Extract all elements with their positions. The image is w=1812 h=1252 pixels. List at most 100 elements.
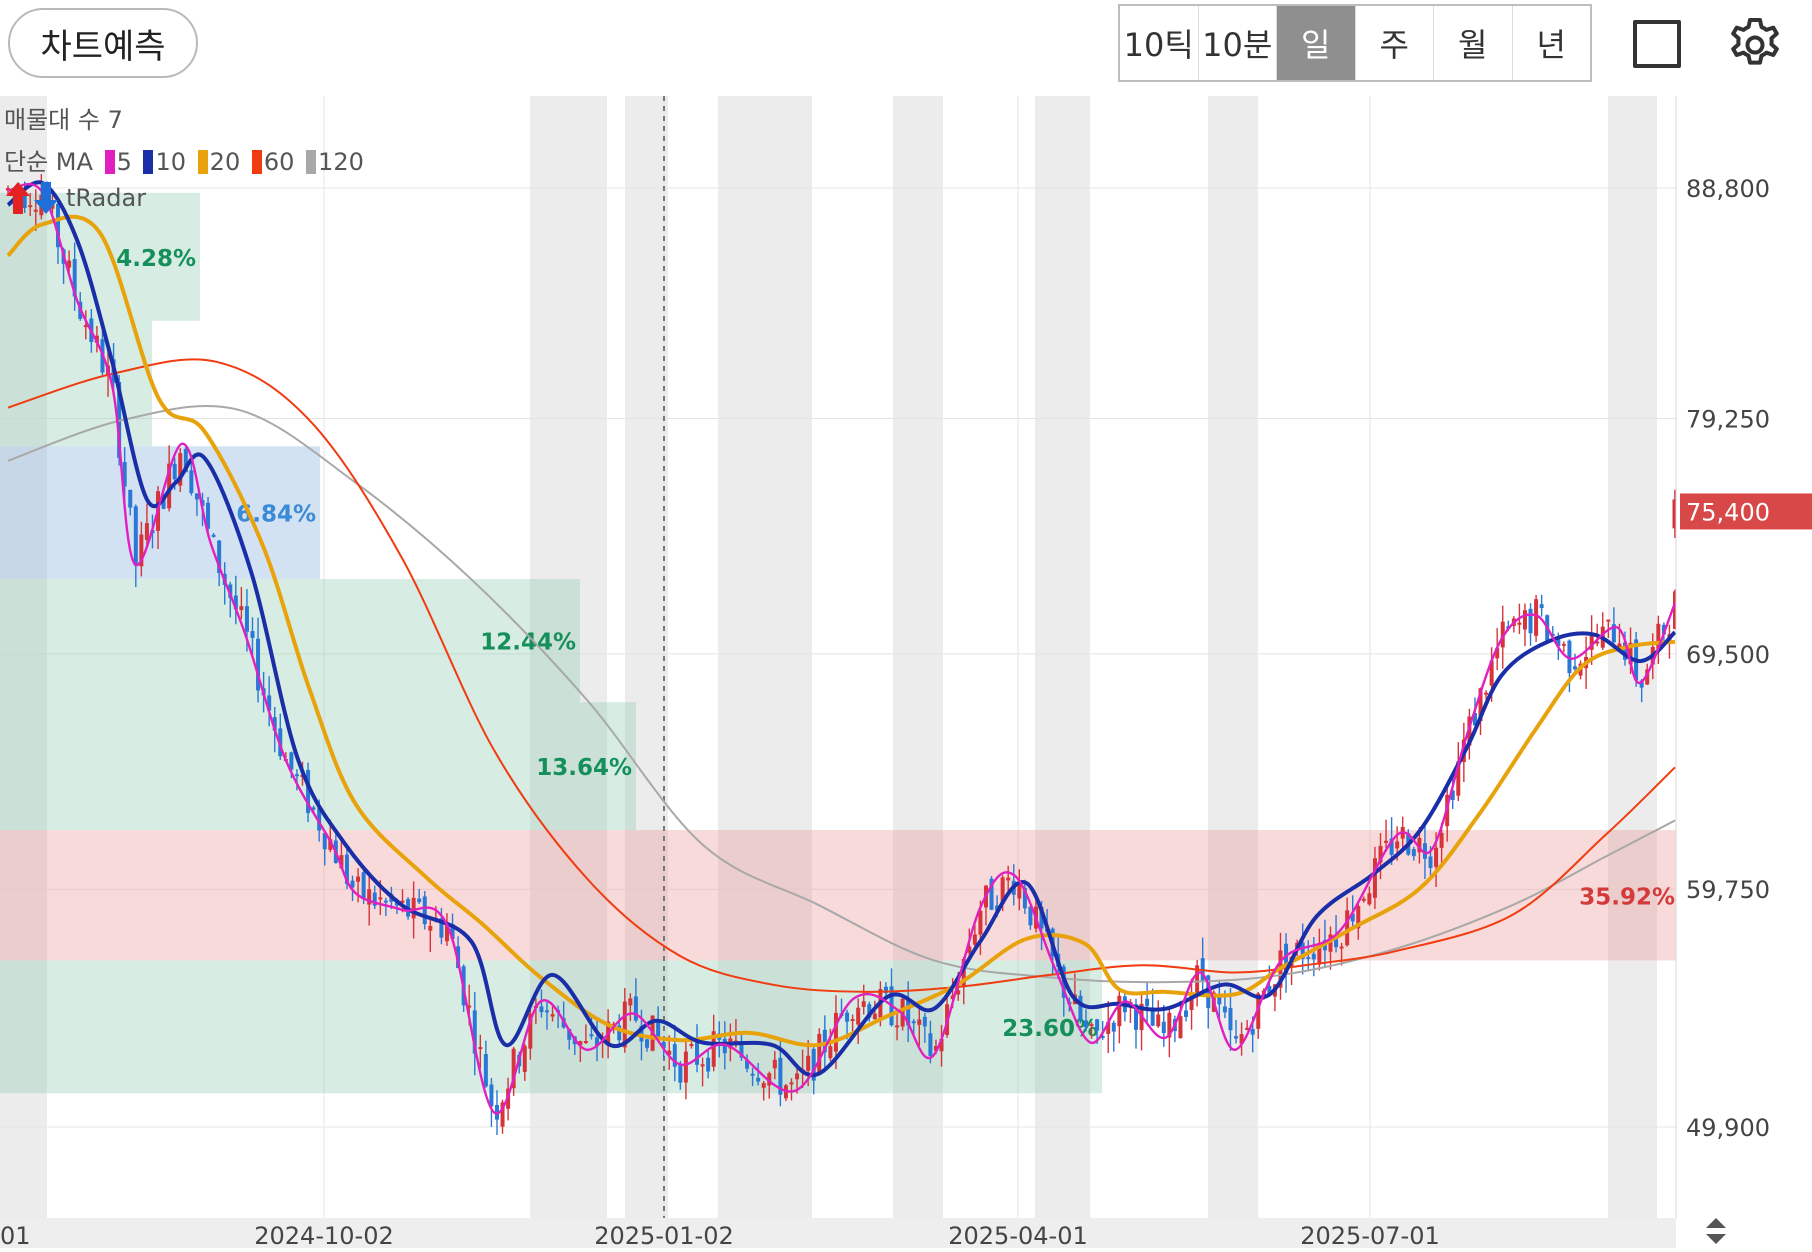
candle-body [972, 934, 977, 945]
candlestick-chart[interactable]: 4.28%6.84%12.44%13.64%35.92%23.60%88,800… [0, 96, 1812, 1250]
candle-body [228, 584, 233, 598]
candle-body [672, 1044, 677, 1067]
candle-body [411, 897, 416, 919]
candle-body [695, 1041, 700, 1065]
candle-body [850, 1018, 855, 1021]
candle-body [383, 900, 388, 903]
candle-body [628, 998, 633, 1006]
candle-body [139, 534, 144, 567]
candle-body [1156, 1014, 1161, 1027]
candle-body [161, 495, 166, 509]
period-tab-10tick[interactable]: 10틱 [1120, 6, 1199, 80]
candle-body [522, 1045, 527, 1072]
ma5-swatch [104, 150, 115, 174]
candle-body [194, 493, 199, 500]
shade-band [893, 96, 943, 1218]
ma-legend-label: 단순 MA [4, 148, 93, 176]
candle-body [1245, 1027, 1250, 1030]
candle-body [356, 876, 361, 882]
candle-body [67, 260, 72, 268]
candle-body [256, 638, 261, 691]
candle-body [795, 1073, 800, 1080]
tradar-arrows-icon [6, 182, 58, 214]
candle-body [550, 1014, 555, 1017]
candle-body [1672, 499, 1678, 529]
candle-body [1628, 642, 1633, 665]
period-tab-day[interactable]: 일 [1277, 6, 1356, 80]
y-scale-drag-icon[interactable] [1696, 1216, 1736, 1246]
chart-predict-button[interactable]: 차트예측 [8, 8, 198, 78]
candle-body [472, 1010, 477, 1054]
candle-body [1389, 838, 1394, 855]
candle-body [1500, 621, 1505, 648]
candle-body [1134, 1004, 1139, 1030]
candle-body [1184, 1010, 1189, 1017]
candle-body [1356, 905, 1361, 929]
ma10-line [6, 180, 1677, 1078]
candle-body [1489, 660, 1494, 686]
candle-body [845, 1012, 850, 1022]
candle-body [267, 695, 272, 711]
candle-body [211, 534, 216, 537]
ma60-swatch [251, 150, 262, 174]
period-tab-year[interactable]: 년 [1536, 26, 1566, 64]
candle-body [1300, 942, 1305, 959]
candle-body [1311, 953, 1316, 960]
candle-body [1517, 622, 1522, 625]
volume-profile-label: 13.64% [536, 755, 632, 781]
candle-body [867, 1004, 872, 1018]
candle-body [700, 1064, 705, 1067]
candle-body [128, 489, 133, 508]
candle-body [6, 188, 10, 191]
candle-body [1106, 1021, 1111, 1034]
candle-body [144, 523, 149, 540]
candle-body [1222, 1006, 1227, 1013]
candle-body [1017, 883, 1022, 899]
candle-body [1195, 965, 1200, 994]
candle-body [233, 595, 238, 610]
candle-body [1611, 624, 1616, 643]
current-price-tag [1680, 493, 1812, 530]
candle-body [833, 1012, 838, 1052]
candle-body [1561, 643, 1566, 646]
candle-body [750, 1073, 755, 1076]
volume-profile-label: 35.92% [1579, 884, 1675, 910]
candle-body [1039, 906, 1044, 929]
candle-body [956, 990, 961, 995]
ma20-line [6, 214, 1676, 1048]
candle-body [1372, 858, 1377, 898]
candle-body [1539, 604, 1544, 609]
candle-body [1450, 790, 1455, 801]
candle-body [633, 996, 638, 1021]
period-tab-week[interactable]: 주 [1356, 6, 1434, 80]
candle-body [322, 833, 327, 850]
candle-body [989, 878, 994, 910]
tradar-label: tRadar [66, 184, 147, 212]
candle-body [528, 1013, 533, 1049]
candle-body [1622, 642, 1627, 660]
candle-body [272, 717, 277, 731]
ma60-line [7, 358, 1676, 993]
period-tab-month[interactable]: 월 [1434, 6, 1513, 80]
chart-area[interactable]: 4.28% 6.84% 12.44% 13.64% 35.92% 23.60% 88,800… [0, 96, 1812, 1250]
candle-body [911, 1021, 916, 1024]
candle-body [1100, 1035, 1105, 1038]
candle-body [372, 892, 377, 906]
candle-body [1328, 934, 1333, 952]
candle-body [50, 204, 55, 209]
candle-body [1317, 945, 1322, 965]
candle-body [1595, 641, 1600, 644]
gear-icon[interactable] [1725, 14, 1785, 74]
top-toolbar: 차트예측 10틱 10분 일 주 월 년 [0, 0, 1812, 96]
period-selector: 10틱 10분 일 주 월 년 [1118, 4, 1592, 82]
candle-body [706, 1057, 711, 1072]
candle-body [1567, 640, 1572, 674]
candle-body [1478, 688, 1483, 722]
candle-body [822, 1029, 827, 1053]
shade-band [0, 96, 47, 1218]
candle-body [1556, 639, 1561, 647]
fullscreen-icon[interactable] [1633, 20, 1681, 68]
period-tab-10min[interactable]: 10분 [1199, 6, 1277, 80]
candle-body [1022, 887, 1027, 909]
candle-body [250, 631, 255, 638]
